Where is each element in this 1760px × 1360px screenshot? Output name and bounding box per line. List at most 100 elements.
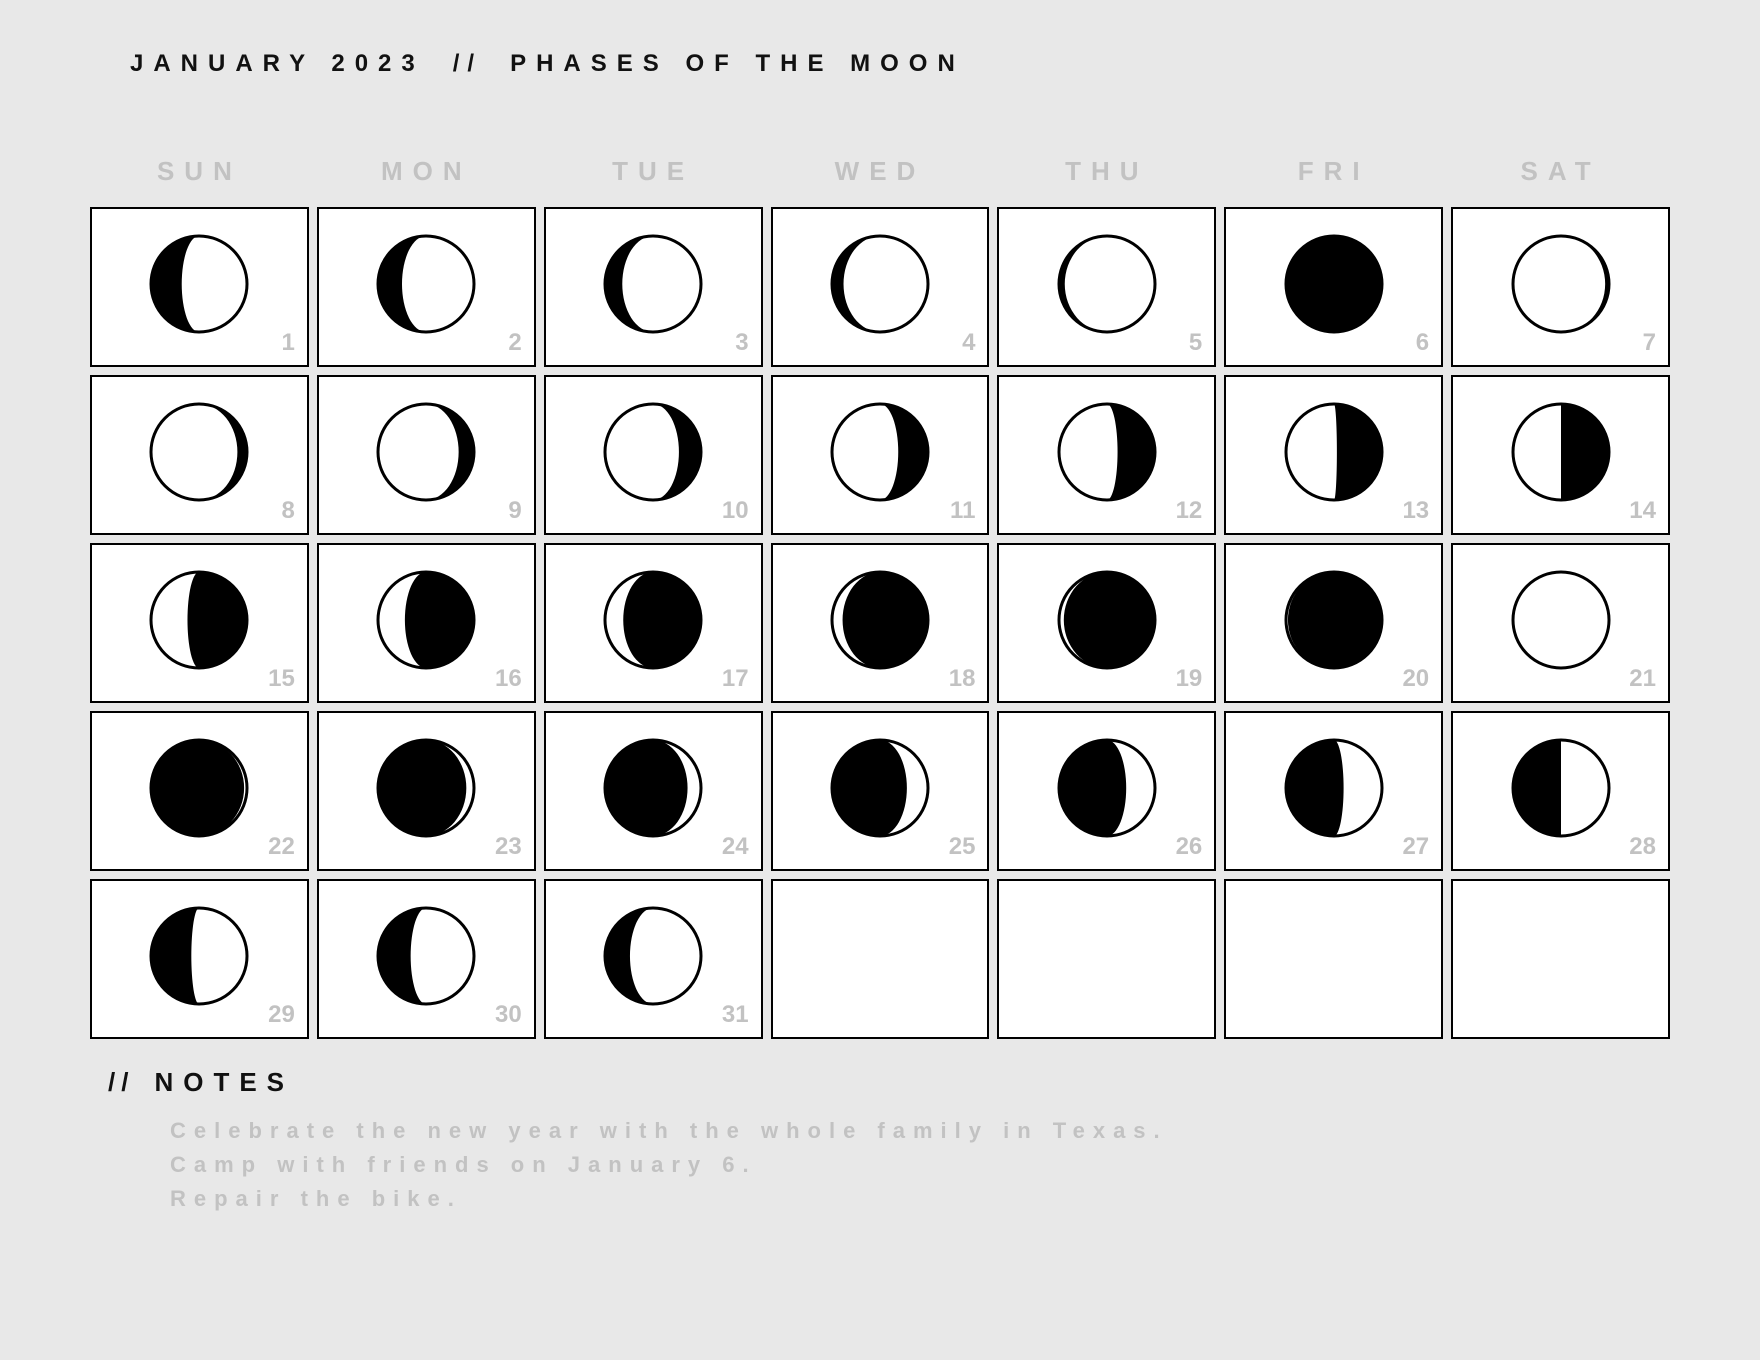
- moon-phase-icon: [147, 904, 251, 1008]
- moon-phase-icon: [601, 568, 705, 672]
- day-number: 31: [722, 1001, 749, 1029]
- calendar-cell: 1: [90, 207, 309, 367]
- day-number: 8: [281, 497, 294, 525]
- day-number: 6: [1416, 329, 1429, 357]
- calendar-cell: 4: [771, 207, 990, 367]
- day-number: 22: [268, 833, 295, 861]
- moon-phase-icon: [828, 568, 932, 672]
- calendar-cell: 12: [997, 375, 1216, 535]
- calendar-cell: 9: [317, 375, 536, 535]
- day-number: 28: [1629, 833, 1656, 861]
- day-number: 23: [495, 833, 522, 861]
- day-number: 10: [722, 497, 749, 525]
- weekday-row: SUNMONTUEWEDTHUFRISAT: [90, 156, 1670, 187]
- weekday-label: TUE: [544, 156, 763, 187]
- calendar-cell: 5: [997, 207, 1216, 367]
- weekday-label: WED: [771, 156, 990, 187]
- moon-phase-icon: [601, 736, 705, 840]
- calendar-cell: 27: [1224, 711, 1443, 871]
- day-number: 2: [508, 329, 521, 357]
- day-number: 9: [508, 497, 521, 525]
- moon-phase-icon: [147, 736, 251, 840]
- moon-phase-icon: [374, 400, 478, 504]
- calendar-cell: 17: [544, 543, 763, 703]
- moon-phase-icon: [374, 568, 478, 672]
- day-number: 4: [962, 329, 975, 357]
- calendar-cell: 11: [771, 375, 990, 535]
- day-number: 26: [1176, 833, 1203, 861]
- moon-phase-icon: [1282, 736, 1386, 840]
- calendar-cell: 22: [90, 711, 309, 871]
- moon-phase-icon: [1282, 568, 1386, 672]
- weekday-label: THU: [997, 156, 1216, 187]
- calendar-cell-empty: [997, 879, 1216, 1039]
- month-label: JANUARY 2023: [130, 50, 425, 78]
- moon-phase-icon: [828, 736, 932, 840]
- calendar-cell: 28: [1451, 711, 1670, 871]
- day-number: 13: [1402, 497, 1429, 525]
- moon-phase-icon: [374, 736, 478, 840]
- moon-phase-icon: [601, 232, 705, 336]
- weekday-label: FRI: [1224, 156, 1443, 187]
- notes-section: // NOTES Celebrate the new year with the…: [90, 1067, 1670, 1216]
- day-number: 27: [1402, 833, 1429, 861]
- calendar-cell: 3: [544, 207, 763, 367]
- header-separator: //: [453, 50, 482, 78]
- calendar-cell: 26: [997, 711, 1216, 871]
- notes-line: Repair the bike.: [170, 1182, 1670, 1216]
- day-number: 25: [949, 833, 976, 861]
- moon-phase-icon: [828, 400, 932, 504]
- notes-slash: //: [108, 1067, 134, 1098]
- moon-phase-icon: [1509, 568, 1613, 672]
- moon-phase-icon: [601, 400, 705, 504]
- moon-phase-icon: [147, 568, 251, 672]
- moon-phase-icon: [374, 232, 478, 336]
- calendar-cell: 24: [544, 711, 763, 871]
- day-number: 5: [1189, 329, 1202, 357]
- moon-phase-icon: [1055, 232, 1159, 336]
- calendar-cell: 30: [317, 879, 536, 1039]
- calendar-cell: 13: [1224, 375, 1443, 535]
- calendar-cell-empty: [1451, 879, 1670, 1039]
- moon-phase-icon: [147, 232, 251, 336]
- calendar-grid: 1234567891011121314151617181920212223242…: [90, 207, 1670, 1039]
- day-number: 12: [1176, 497, 1203, 525]
- day-number: 21: [1629, 665, 1656, 693]
- calendar-cell-empty: [771, 879, 990, 1039]
- day-number: 7: [1643, 329, 1656, 357]
- day-number: 18: [949, 665, 976, 693]
- calendar-cell: 18: [771, 543, 990, 703]
- moon-phase-icon: [1055, 568, 1159, 672]
- moon-phase-icon: [1282, 232, 1386, 336]
- day-number: 19: [1176, 665, 1203, 693]
- notes-title: NOTES: [154, 1067, 294, 1098]
- weekday-label: SAT: [1451, 156, 1670, 187]
- moon-phase-icon: [1509, 232, 1613, 336]
- day-number: 16: [495, 665, 522, 693]
- notes-body: Celebrate the new year with the whole fa…: [108, 1114, 1670, 1216]
- moon-phase-icon: [1055, 400, 1159, 504]
- calendar-cell: 20: [1224, 543, 1443, 703]
- calendar-cell: 29: [90, 879, 309, 1039]
- calendar-cell: 23: [317, 711, 536, 871]
- calendar-header: JANUARY 2023 // PHASES OF THE MOON: [90, 50, 1670, 78]
- day-number: 3: [735, 329, 748, 357]
- moon-phase-icon: [601, 904, 705, 1008]
- header-subtitle: PHASES OF THE MOON: [510, 50, 965, 78]
- day-number: 15: [268, 665, 295, 693]
- moon-phase-icon: [1509, 736, 1613, 840]
- day-number: 17: [722, 665, 749, 693]
- calendar-cell: 10: [544, 375, 763, 535]
- calendar-cell: 19: [997, 543, 1216, 703]
- calendar-cell: 2: [317, 207, 536, 367]
- calendar-cell: 15: [90, 543, 309, 703]
- notes-header: // NOTES: [108, 1067, 1670, 1098]
- moon-phase-icon: [828, 232, 932, 336]
- moon-phase-icon: [1055, 736, 1159, 840]
- day-number: 11: [950, 497, 975, 525]
- moon-phase-icon: [374, 904, 478, 1008]
- day-number: 24: [722, 833, 749, 861]
- moon-phase-icon: [1282, 400, 1386, 504]
- calendar-cell: 14: [1451, 375, 1670, 535]
- weekday-label: MON: [317, 156, 536, 187]
